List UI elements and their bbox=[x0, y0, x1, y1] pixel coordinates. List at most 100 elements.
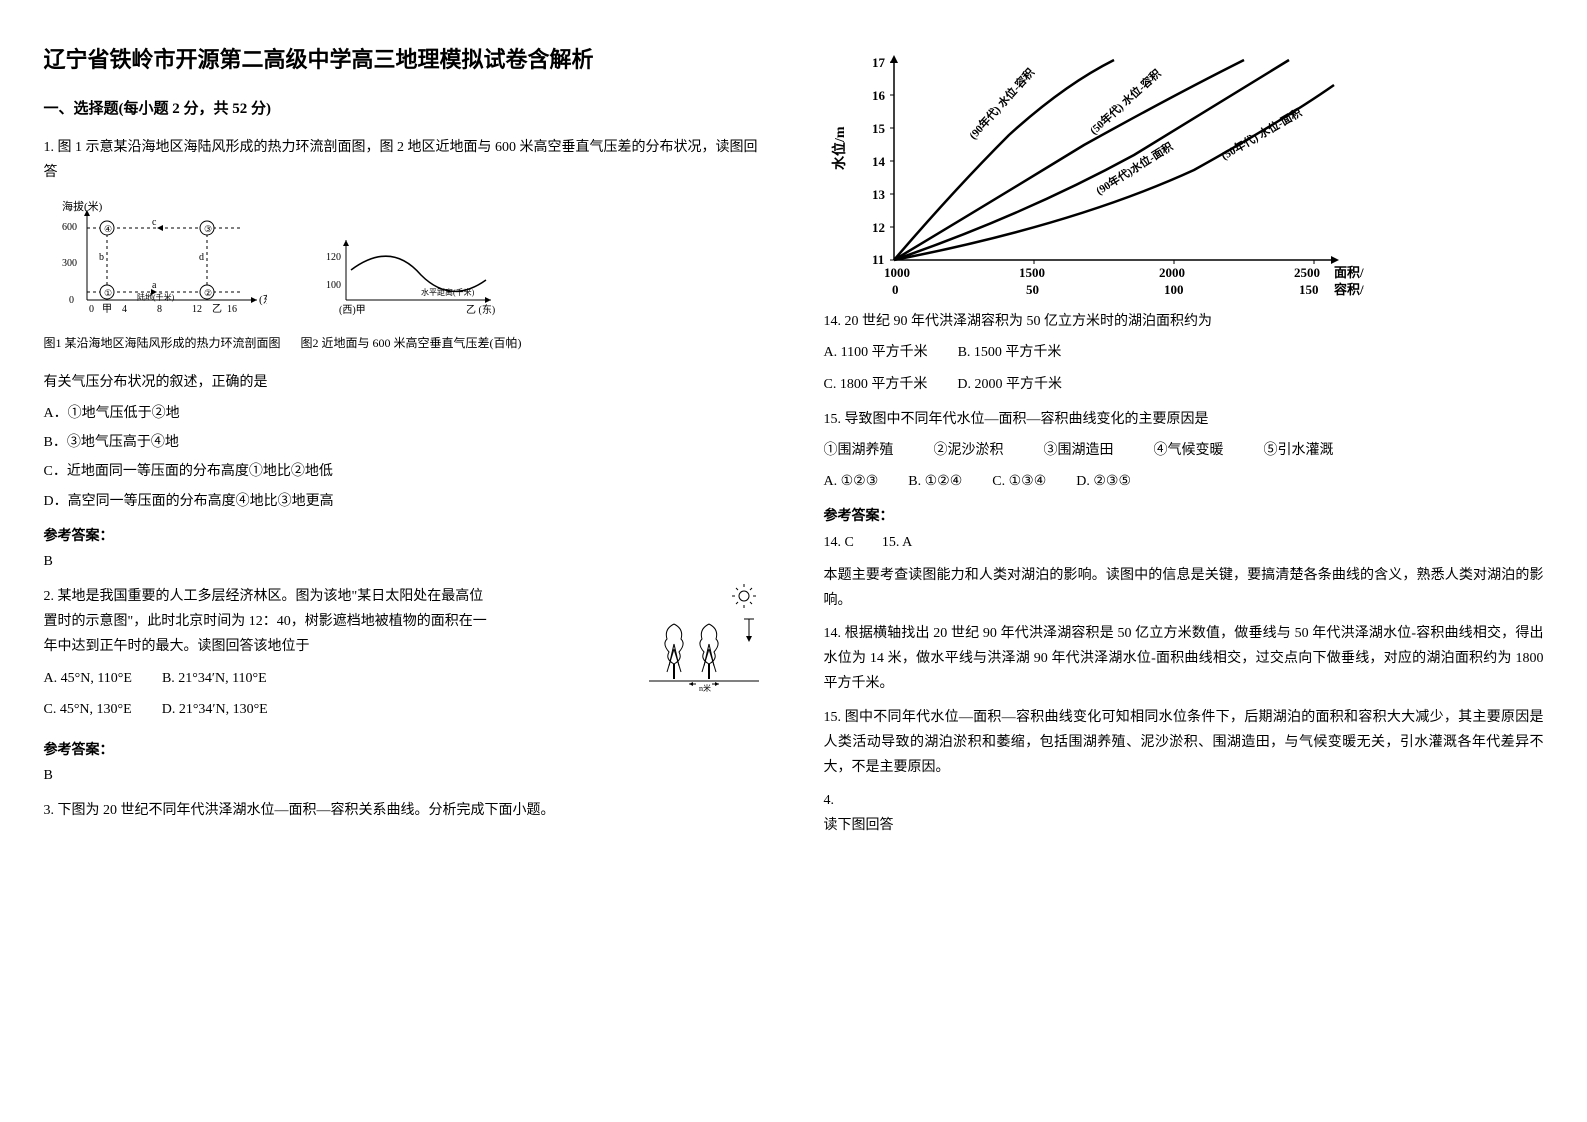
svg-text:13: 13 bbox=[872, 187, 886, 202]
section1-title: 一、选择题(每小题 2 分，共 52 分) bbox=[44, 96, 764, 123]
q2-option-d: D. 21°34′N, 130°E bbox=[162, 697, 268, 722]
question-2: 2. 某地是我国重要的人工多层经济林区。图为该地"某日太阳处在最高位 置时的示意… bbox=[44, 584, 764, 788]
fig1-jia: 甲 bbox=[102, 304, 112, 315]
svg-text:乙 (东): 乙 (东) bbox=[466, 303, 495, 316]
svg-text:17: 17 bbox=[872, 55, 886, 70]
answer-1415-label: 参考答案： bbox=[824, 504, 1544, 529]
q14-option-d: D. 2000 平方千米 bbox=[957, 372, 1062, 397]
q1-option-b: B．③地气压高于④地 bbox=[44, 430, 764, 455]
q1-figure1: 海拔(米) (东) 0 300 600 0 甲 4 8 12 乙 16 bbox=[44, 200, 281, 355]
chart-x-top-label: 面积/平方千米 bbox=[1334, 265, 1364, 280]
svg-text:d: d bbox=[199, 252, 204, 263]
svg-text:15: 15 bbox=[872, 121, 886, 136]
explanation-intro: 本题主要考查读图能力和人类对湖泊的影响。读图中的信息是关键，要搞清楚各条曲线的含… bbox=[824, 563, 1544, 613]
svg-text:④: ④ bbox=[104, 224, 112, 234]
svg-text:14: 14 bbox=[872, 154, 886, 169]
svg-text:水平距离(千米): 水平距离(千米) bbox=[421, 287, 475, 297]
q14-option-b: B. 1500 平方千米 bbox=[958, 340, 1062, 365]
svg-text:②: ② bbox=[204, 288, 212, 298]
q1-option-d: D．高空同一等压面的分布高度④地比③地更高 bbox=[44, 489, 764, 514]
svg-text:n米: n米 bbox=[699, 683, 711, 693]
svg-text:0: 0 bbox=[89, 304, 94, 315]
q3-chart: 水位/m 11 12 13 14 15 16 17 1000 1500 2000… bbox=[824, 40, 1544, 309]
svg-text:12: 12 bbox=[192, 304, 202, 315]
chart-x-bottom-label: 容积/亿立方米 bbox=[1333, 282, 1364, 297]
q1-answer-label: 参考答案： bbox=[44, 524, 764, 549]
svg-text:(50年代) 水位-面积: (50年代) 水位-面积 bbox=[1218, 105, 1304, 162]
exam-title: 辽宁省铁岭市开源第二高级中学高三地理模拟试卷含解析 bbox=[44, 40, 764, 80]
q15-item5: ⑤引水灌溉 bbox=[1264, 438, 1334, 463]
question-1: 1. 图 1 示意某沿海地区海陆风形成的热力环流剖面图，图 2 地区近地面与 6… bbox=[44, 135, 764, 574]
svg-text:50: 50 bbox=[1026, 282, 1039, 297]
answer-1415-answers: 14. C 15. A bbox=[824, 530, 1544, 555]
explanation-15: 15. 图中不同年代水位—面积—容积曲线变化可知相同水位条件下，后期湖泊的面积和… bbox=[824, 705, 1544, 781]
q1-figure2: 120 100 (西)甲 乙 (东) 水平距离(千米) 图2 近地面与 600 … bbox=[301, 230, 522, 355]
q3-text: 3. 下图为 20 世纪不同年代洪泽湖水位—面积—容积关系曲线。分析完成下面小题… bbox=[44, 798, 764, 823]
q15-item4: ④气候变暖 bbox=[1154, 438, 1224, 463]
svg-text:100: 100 bbox=[1164, 282, 1184, 297]
svg-text:③: ③ bbox=[204, 224, 212, 234]
svg-text:16: 16 bbox=[227, 304, 237, 315]
q4-text: 4. bbox=[824, 788, 1544, 813]
q15-option-d: D. ②③⑤ bbox=[1076, 469, 1131, 494]
svg-text:4: 4 bbox=[122, 304, 127, 315]
explanation-14: 14. 根据横轴找出 20 世纪 90 年代洪泽湖容积是 50 亿立方米数值，做… bbox=[824, 621, 1544, 697]
fig2-caption: 图2 近地面与 600 米高空垂直气压差(百帕) bbox=[301, 333, 522, 355]
q2-option-b: B. 21°34′N, 110°E bbox=[162, 666, 267, 691]
svg-text:(西)甲: (西)甲 bbox=[339, 305, 366, 316]
svg-text:陆地(千米): 陆地(千米) bbox=[137, 292, 175, 302]
q2-options-row2: C. 45°N, 130°E D. 21°34′N, 130°E bbox=[44, 697, 624, 722]
svg-text:12: 12 bbox=[872, 220, 885, 235]
question-15: 15. 导致图中不同年代水位—面积—容积曲线变化的主要原因是 ①围湖养殖 ②泥沙… bbox=[824, 407, 1544, 495]
svg-text:b: b bbox=[99, 252, 104, 263]
svg-text:c: c bbox=[152, 217, 157, 228]
question-14: 14. 20 世纪 90 年代洪泽湖容积为 50 亿立方米时的湖泊面积约为 A.… bbox=[824, 309, 1544, 397]
q15-item1: ①围湖养殖 bbox=[824, 438, 894, 463]
q15-item2: ②泥沙淤积 bbox=[934, 438, 1004, 463]
q1-prompt: 有关气压分布状况的叙述，正确的是 bbox=[44, 370, 764, 395]
svg-text:(50年代) 水位-容积: (50年代) 水位-容积 bbox=[1086, 66, 1163, 137]
q14-option-c: C. 1800 平方千米 bbox=[824, 372, 928, 397]
q4-sub: 读下图回答 bbox=[824, 813, 1544, 838]
q2-text2: 置时的示意图"，此时北京时间为 12：40，树影遮档地被植物的面积在一 bbox=[44, 609, 624, 634]
q1-figures: 海拔(米) (东) 0 300 600 0 甲 4 8 12 乙 16 bbox=[44, 200, 764, 355]
svg-text:(90年代) 水位-容积: (90年代) 水位-容积 bbox=[965, 65, 1036, 142]
q2-option-c: C. 45°N, 130°E bbox=[44, 697, 132, 722]
svg-text:a: a bbox=[152, 280, 157, 291]
svg-text:①: ① bbox=[104, 288, 112, 298]
fig1-yi: 乙 bbox=[212, 303, 222, 315]
q2-text3: 年中达到正午时的最大。读图回答该地位于 bbox=[44, 634, 624, 659]
svg-text:100: 100 bbox=[326, 280, 341, 291]
q1-fig2-svg: 120 100 (西)甲 乙 (东) 水平距离(千米) bbox=[321, 230, 501, 320]
q15-item3: ③围湖造田 bbox=[1044, 438, 1114, 463]
svg-text:(90年代)水位-面积: (90年代)水位-面积 bbox=[1093, 139, 1175, 198]
q1-option-c: C．近地面同一等压面的分布高度①地比②地低 bbox=[44, 459, 764, 484]
q15-option-a: A. ①②③ bbox=[824, 469, 879, 494]
svg-text:300: 300 bbox=[62, 258, 77, 269]
q2-option-a: A. 45°N, 110°E bbox=[44, 666, 132, 691]
q14-text: 14. 20 世纪 90 年代洪泽湖容积为 50 亿立方米时的湖泊面积约为 bbox=[824, 309, 1544, 334]
question-4: 4. 读下图回答 bbox=[824, 788, 1544, 838]
q15-text: 15. 导致图中不同年代水位—面积—容积曲线变化的主要原因是 bbox=[824, 407, 1544, 432]
fig1-ylabel: 海拔(米) bbox=[62, 200, 103, 213]
svg-text:11: 11 bbox=[872, 252, 884, 267]
svg-text:600: 600 bbox=[62, 222, 77, 233]
q2-text1: 2. 某地是我国重要的人工多层经济林区。图为该地"某日太阳处在最高位 bbox=[44, 584, 624, 609]
q2-tree-diagram: n米 bbox=[644, 584, 764, 703]
fig1-caption: 图1 某沿海地区海陆风形成的热力环流剖面图 bbox=[44, 333, 281, 355]
q14-option-a: A. 1100 平方千米 bbox=[824, 340, 928, 365]
fig1-xlabel: (东) bbox=[259, 293, 267, 306]
svg-text:1000: 1000 bbox=[884, 265, 910, 280]
svg-text:0: 0 bbox=[892, 282, 899, 297]
q1-option-a: A．①地气压低于②地 bbox=[44, 401, 764, 426]
q2-answer: B bbox=[44, 763, 764, 788]
q2-options-row1: A. 45°N, 110°E B. 21°34′N, 110°E bbox=[44, 666, 624, 691]
svg-text:16: 16 bbox=[872, 88, 886, 103]
svg-text:150: 150 bbox=[1299, 282, 1319, 297]
svg-text:120: 120 bbox=[326, 252, 341, 263]
q1-text: 1. 图 1 示意某沿海地区海陆风形成的热力环流剖面图，图 2 地区近地面与 6… bbox=[44, 135, 764, 185]
q2-answer-label: 参考答案： bbox=[44, 738, 764, 763]
svg-text:0: 0 bbox=[69, 295, 74, 306]
svg-text:1500: 1500 bbox=[1019, 265, 1045, 280]
q1-fig1-svg: 海拔(米) (东) 0 300 600 0 甲 4 8 12 乙 16 bbox=[57, 200, 267, 320]
